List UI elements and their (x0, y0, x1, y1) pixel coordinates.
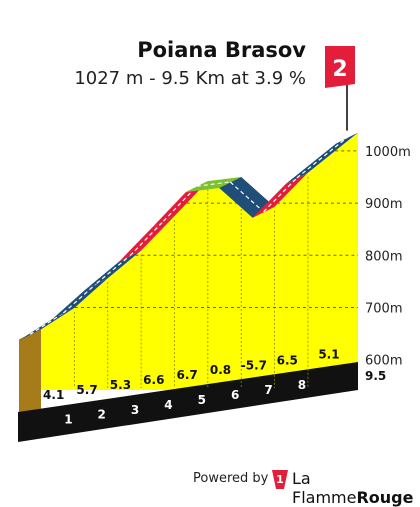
km-label: 1 (64, 413, 72, 427)
segment-centerline (96, 255, 131, 284)
gradient-label: 5.1 (318, 347, 339, 361)
y-tick-label: 600m (365, 354, 402, 369)
y-tick-label: 900m (365, 197, 402, 212)
y-tick-label: 800m (365, 249, 402, 264)
gradient-label: 6.6 (143, 373, 164, 387)
km-label: 2 (98, 408, 106, 422)
brand-main: La Flamme (292, 469, 357, 507)
segment-centerline (229, 181, 264, 213)
profile-side-face (19, 329, 41, 418)
segment-centerline (129, 220, 164, 256)
brand-accent: Rouge (356, 488, 414, 507)
profile-base-strip (18, 362, 358, 442)
logo-mark-text: 1 (276, 473, 284, 486)
category-flag-label: 2 (332, 57, 347, 82)
page-title: Poiana Brasov (137, 38, 306, 62)
powered-by-text: Powered by (193, 471, 269, 486)
brand-name: La FlammeRouge (292, 469, 420, 507)
gradient-label: 6.7 (177, 368, 198, 382)
km-label: 8 (298, 378, 306, 392)
profile-area (41, 132, 358, 391)
km-label: 4 (164, 398, 172, 412)
gradient-label: 5.3 (110, 378, 131, 392)
flame-logo-icon: 1 (272, 470, 288, 489)
footer: Powered by 1 La FlammeRouge (0, 468, 420, 507)
segment-centerline (263, 177, 298, 213)
gradient-label: 4.1 (43, 388, 64, 402)
segment-centerline (196, 181, 231, 187)
y-tick-label: 1000m (365, 145, 411, 160)
gradient-label: 0.8 (210, 363, 231, 377)
segment-centerline (62, 282, 98, 314)
segment-centerline (296, 137, 348, 179)
gradient-label: 5.7 (76, 383, 97, 397)
y-tick-label: 700m (365, 301, 402, 316)
category-flag (325, 46, 355, 88)
km-label: 7 (264, 383, 272, 397)
climb-summary: 1027 m - 9.5 Km at 3.9 % (74, 68, 306, 89)
gradient-label: 6.5 (277, 353, 298, 367)
km-label: 5 (198, 393, 206, 407)
km-label: 3 (131, 403, 139, 417)
end-distance-label: 9.5 (365, 369, 386, 383)
gradient-label: -5.7 (241, 358, 267, 372)
segment-centerline (163, 185, 198, 222)
km-label: 6 (231, 388, 239, 402)
